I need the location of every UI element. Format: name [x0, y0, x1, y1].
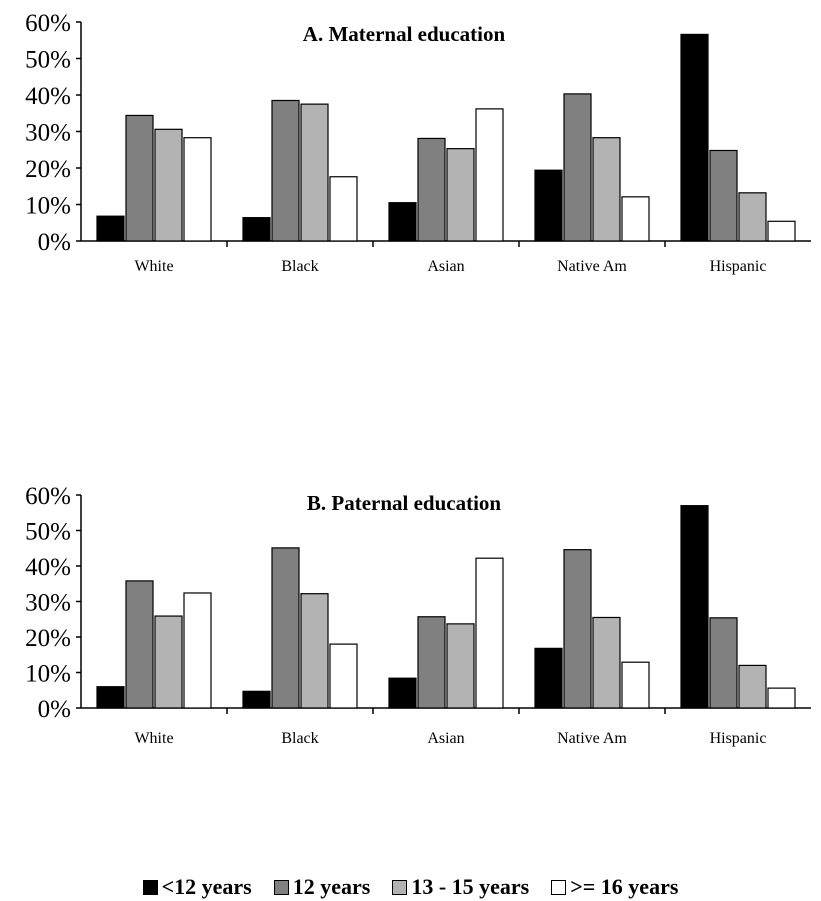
chart-b-bar-black-12 [271, 547, 300, 709]
chart-b-bar-native-am-13-15 [592, 616, 621, 709]
legend-swatch-13-15 [392, 879, 408, 895]
chart-b-y-tick-label: 50% [25, 519, 71, 546]
chart-a-bar-hispanic-16plus [767, 220, 796, 242]
chart-b-bar-asian-12 [417, 616, 446, 709]
legend-label-12: 12 years [292, 874, 371, 899]
chart-b-y-tick-label: 20% [25, 625, 71, 652]
legend-item-13-15: 13 - 15 years [392, 874, 529, 900]
chart-b-bar-black-lt12 [242, 690, 271, 709]
chart-a-bar-white-16plus [183, 137, 212, 242]
chart-b-bar-hispanic-16plus [767, 687, 796, 709]
chart-b-bar-hispanic-13-15 [738, 664, 767, 709]
chart-a-title: A. Maternal education [303, 22, 506, 46]
chart-a-y-tick-label: 20% [25, 156, 71, 183]
chart-b-x-tick-label: Asian [427, 730, 464, 747]
chart-a-bar-native-am-13-15 [592, 137, 621, 242]
chart-b-y-tick-label: 30% [25, 590, 71, 617]
chart-a-y-tick-label: 30% [25, 120, 71, 147]
chart-b-x-tick-label: Hispanic [710, 730, 767, 747]
chart-a-bar-hispanic-12 [709, 149, 738, 242]
chart-a-x-tick-label: Hispanic [710, 258, 767, 275]
chart-b-y-tick-label: 40% [25, 554, 71, 581]
chart-a-bar-white-13-15 [154, 128, 183, 242]
chart-a-bar-black-13-15 [300, 103, 329, 242]
chart-a-bar-hispanic-13-15 [738, 192, 767, 242]
legend-swatch-lt12 [142, 879, 158, 895]
chart-b-bar-white-12 [125, 580, 154, 709]
legend-label-lt12: <12 years [161, 874, 252, 899]
chart-a-bar-native-am-lt12 [534, 169, 563, 242]
chart-b-title: B. Paternal education [307, 491, 502, 515]
chart-a-bar-black-12 [271, 99, 300, 242]
chart-a-bar-asian-12 [417, 137, 446, 242]
legend-item-16plus: >= 16 years [551, 874, 678, 900]
legend: <12 years 12 years 13 - 15 years >= 16 y… [0, 873, 821, 901]
chart-b-y-tick-label: 0% [38, 696, 71, 723]
legend-label-16plus: >= 16 years [570, 874, 679, 899]
chart-b-bar-white-16plus [183, 592, 212, 709]
chart-b-bar-asian-13-15 [446, 623, 475, 709]
chart-a-bar-native-am-12 [563, 93, 592, 242]
chart-a-bar-black-lt12 [242, 217, 271, 242]
chart-a-y-tick-label: 10% [25, 193, 71, 220]
chart-a-y-tick-label: 60% [25, 10, 71, 37]
chart-b-bar-black-16plus [329, 643, 358, 709]
legend-item-lt12: <12 years [142, 874, 252, 900]
chart-a-bar-asian-16plus [475, 108, 504, 242]
chart-b-bar-asian-lt12 [388, 677, 417, 709]
chart-b-bar-hispanic-lt12 [680, 505, 709, 709]
chart-b-x-tick-label: Native Am [557, 730, 627, 747]
legend-item-12: 12 years [273, 874, 371, 900]
chart-a-x-tick-label: White [134, 258, 173, 275]
chart-a-x-tick-label: Asian [427, 258, 464, 275]
chart-a-bar-asian-lt12 [388, 202, 417, 242]
chart-a-bar-white-lt12 [96, 215, 125, 242]
chart-a-y-tick-label: 40% [25, 83, 71, 110]
legend-swatch-16plus [551, 879, 567, 895]
chart-b-bar-native-am-16plus [621, 661, 650, 709]
chart-a-bar-native-am-16plus [621, 196, 650, 242]
chart-a-bar-asian-13-15 [446, 148, 475, 242]
chart-a-x-tick-label: Native Am [557, 258, 627, 275]
chart-b-bar-hispanic-12 [709, 617, 738, 709]
chart-b-y-tick-label: 60% [25, 483, 71, 510]
chart-a-bar-black-16plus [329, 176, 358, 242]
chart-b-x-tick-label: White [134, 730, 173, 747]
chart-a-y-tick-label: 50% [25, 47, 71, 74]
chart-b-bar-white-lt12 [96, 686, 125, 709]
chart-b-x-tick-label: Black [281, 730, 318, 747]
chart-a-x-tick-label: Black [281, 258, 318, 275]
legend-label-13-15: 13 - 15 years [411, 874, 530, 899]
chart-a-bar-hispanic-lt12 [680, 33, 709, 242]
chart-a-y-tick-label: 0% [38, 229, 71, 256]
chart-b-bar-native-am-12 [563, 549, 592, 709]
chart-b-bar-native-am-lt12 [534, 647, 563, 709]
chart-b-bar-black-13-15 [300, 593, 329, 709]
chart-b-y-tick-label: 10% [25, 661, 71, 688]
chart-a-bar-white-12 [125, 114, 154, 242]
legend-swatch-12 [273, 879, 289, 895]
chart-b-bar-asian-16plus [475, 557, 504, 709]
chart-b-bar-white-13-15 [154, 615, 183, 709]
